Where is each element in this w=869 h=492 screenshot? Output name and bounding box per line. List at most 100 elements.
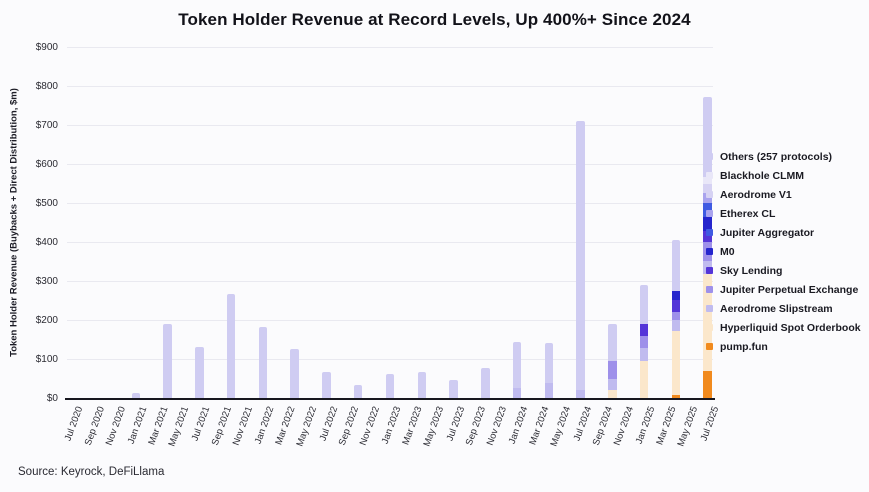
chart-title: Token Holder Revenue at Record Levels, U… <box>178 10 691 29</box>
bar-oct-2024 <box>608 323 617 398</box>
bar-jan-2022 <box>258 327 268 398</box>
legend-item-jupiter_aggregator: Jupiter Aggregator <box>706 223 861 242</box>
x-tick-label: May 2024 <box>548 405 573 448</box>
bar-segment-others <box>226 293 236 398</box>
legend-swatch-icon <box>706 343 713 350</box>
y-axis-title: Token Holder Revenue (Buybacks + Direct … <box>8 88 20 357</box>
bar-jul-2023 <box>449 379 458 398</box>
legend-swatch-icon <box>706 229 713 236</box>
bar-apr-2021 <box>163 323 172 398</box>
bar-segment-others <box>131 392 141 398</box>
y-tick-label: $0 <box>46 392 58 404</box>
legend-item-sky_lending: Sky Lending <box>706 261 861 280</box>
bar-oct-2021 <box>226 293 236 398</box>
x-tick-label: May 2023 <box>421 405 446 448</box>
bar-segment-aerodrome_v1 <box>703 184 712 193</box>
x-tick-label: May 2022 <box>294 405 319 448</box>
bar-segment-hyperliquid_spot_orderbook <box>639 360 649 398</box>
bar-segment-sky_lending <box>671 300 681 312</box>
bar-segment-hyperliquid_spot_orderbook <box>671 330 681 395</box>
bar-apr-2022 <box>290 349 299 398</box>
bar-segment-others <box>703 96 712 178</box>
y-tick-label: $100 <box>35 353 58 365</box>
bar-segment-aerodrome_slipstream <box>639 347 649 361</box>
x-tick-label: Mar 2022 <box>273 405 298 447</box>
bar-segment-m0 <box>671 290 681 301</box>
source-note: Source: Keyrock, DeFiLlama <box>18 466 165 478</box>
gridline <box>67 164 713 165</box>
bar-segment-sky_lending <box>639 324 649 337</box>
legend-swatch-icon <box>706 191 713 198</box>
x-tick-label: Nov 2020 <box>103 405 128 447</box>
x-axis-line <box>65 398 715 400</box>
legend-swatch-icon <box>706 267 713 274</box>
legend: Others (257 protocols) Blackhole CLMM Aero… <box>706 147 861 356</box>
bar-segment-pump_fun <box>671 394 681 398</box>
legend-item-label: Hyperliquid Spot Orderbook <box>720 321 861 334</box>
legend-item-label: Aerodrome V1 <box>720 188 792 201</box>
x-tick-label: Mar 2025 <box>654 405 679 447</box>
gridline <box>67 359 713 360</box>
legend-swatch-icon <box>706 324 713 331</box>
bar-jul-2024 <box>576 121 585 398</box>
legend-item-label: Others (257 protocols) <box>720 150 833 163</box>
x-tick-label: Jan 2024 <box>506 405 531 446</box>
legend-item-label: Sky Lending <box>720 264 783 277</box>
x-tick-label: Jan 2022 <box>252 405 277 446</box>
bar-segment-others <box>544 343 554 383</box>
y-tick-label: $500 <box>35 197 58 209</box>
bar-segment-others <box>385 373 395 398</box>
bar-segment-others <box>322 371 331 398</box>
legend-swatch-icon <box>706 248 713 255</box>
bar-segment-others <box>512 342 522 388</box>
legend-swatch-icon <box>706 153 713 160</box>
bar-segment-aerodrome_slipstream <box>512 387 522 398</box>
legend-item-pump_fun: pump.fun <box>706 337 861 356</box>
x-tick-label: Nov 2021 <box>230 405 256 447</box>
bar-segment-others <box>639 285 649 325</box>
bar-jul-2021 <box>195 347 204 398</box>
x-tick-label: Jan 2021 <box>125 405 150 446</box>
bar-jan-2025 <box>639 285 649 398</box>
x-tick-label: Jan 2023 <box>379 405 404 446</box>
legend-swatch-icon <box>706 286 713 293</box>
bar-segment-aerodrome_slipstream <box>608 378 617 391</box>
legend-item-aerodrome_slipstream: Aerodrome Slipstream <box>706 299 861 318</box>
bar-segment-others <box>417 371 427 398</box>
bar-segment-others <box>481 367 490 398</box>
x-tick-label: Jul 2020 <box>63 405 86 443</box>
x-tick-label: Jul 2023 <box>444 405 467 443</box>
legend-item-label: Blackhole CLMM <box>720 169 805 182</box>
bar-segment-hyperliquid_spot_orderbook <box>608 390 617 398</box>
x-tick-label: May 2021 <box>166 405 192 448</box>
bar-segment-jupiter_perpetual_exchange <box>608 360 617 379</box>
x-tick-label: Jan 2025 <box>633 405 658 446</box>
x-tick-label: Jul 2024 <box>571 405 594 443</box>
bar-segment-others <box>163 323 172 398</box>
bar-segment-others <box>576 121 585 391</box>
gridline <box>67 242 713 243</box>
x-tick-label: Sep 2021 <box>209 405 234 447</box>
bar-apr-2025 <box>671 239 681 398</box>
legend-item-label: Jupiter Perpetual Exchange <box>720 283 859 296</box>
bar-segment-others <box>290 349 299 398</box>
gridline <box>67 86 713 87</box>
y-tick-label: $700 <box>35 119 58 131</box>
bar-oct-2023 <box>481 367 490 398</box>
bar-segment-aerodrome_slipstream <box>544 382 554 398</box>
legend-item-hyperliquid_spot_orderbook: Hyperliquid Spot Orderbook <box>706 318 861 337</box>
bar-segment-others <box>195 347 204 398</box>
legend-item-others: Others (257 protocols) <box>706 147 861 166</box>
bar-segment-jupiter_aggregator <box>703 202 712 218</box>
legend-item-jupiter_perpetual_exchange: Jupiter Perpetual Exchange <box>706 280 861 299</box>
bar-jul-2022 <box>322 371 331 398</box>
x-tick-label: Nov 2022 <box>357 405 383 447</box>
legend-item-etherex_cl: Etherex CL <box>706 204 861 223</box>
gridline <box>67 320 713 321</box>
bar-jan-2023 <box>385 373 395 398</box>
gridline <box>67 125 713 126</box>
bar-jan-2024 <box>512 342 522 398</box>
bar-segment-aerodrome_slipstream <box>576 390 585 398</box>
y-tick-label: $600 <box>35 158 58 170</box>
